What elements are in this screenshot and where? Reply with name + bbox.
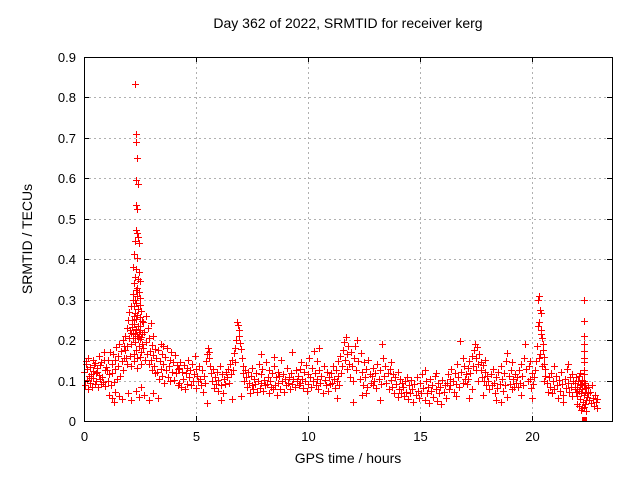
y-tick-label: 0.7	[58, 131, 76, 146]
y-tick-label: 0.2	[58, 333, 76, 348]
y-tick-label: 0.1	[58, 374, 76, 389]
plot-border	[84, 57, 613, 422]
y-axis-label: SRMTID / TECUs	[19, 183, 35, 295]
x-tick-label: 10	[301, 429, 315, 444]
chart-title: Day 362 of 2022, SRMTID for receiver ker…	[213, 15, 483, 31]
y-tick-label: 0.4	[58, 252, 76, 267]
data-point-square	[582, 417, 587, 422]
x-axis-label: GPS time / hours	[294, 450, 402, 466]
x-tick-label: 5	[193, 429, 200, 444]
y-tick-label: 0	[69, 414, 76, 429]
y-tick-label: 0.5	[58, 212, 76, 227]
y-tick-label: 0.6	[58, 171, 76, 186]
y-tick-label: 0.8	[58, 90, 76, 105]
x-tick-label: 0	[81, 429, 88, 444]
x-tick-label: 15	[413, 429, 427, 444]
y-tick-label: 0.9	[58, 50, 76, 65]
y-tick-label: 0.3	[58, 293, 76, 308]
x-tick-label: 20	[525, 429, 539, 444]
data-points	[81, 81, 601, 415]
